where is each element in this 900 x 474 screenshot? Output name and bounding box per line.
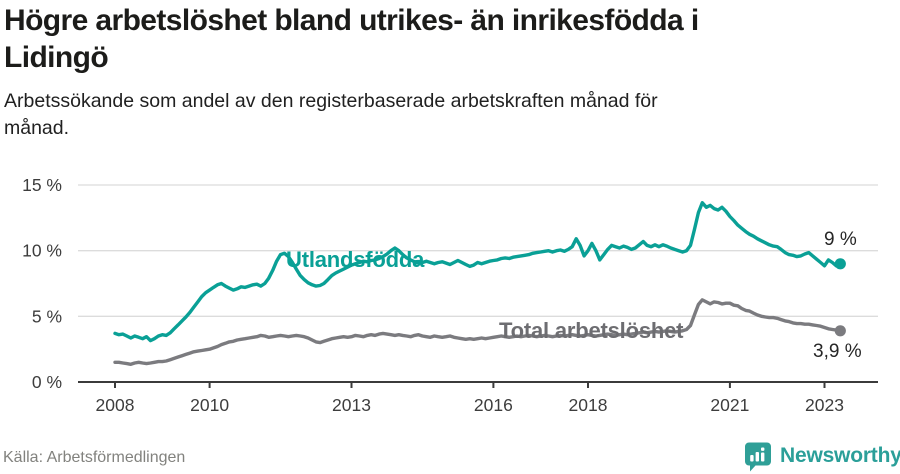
series-end-dot-0: [834, 258, 846, 270]
chart-subtitle: Arbetssökande som andel av den registerb…: [4, 88, 658, 142]
newsworthy-bubble-barchart-icon: [745, 442, 771, 472]
x-axis: 2008 2010 2013 2016 2018 2021 2023: [78, 381, 878, 415]
page-title: Högre arbetslöshet bland utrikes- än inr…: [4, 2, 699, 76]
x-tick-label: 2008: [96, 395, 135, 415]
end-value-label-utlandsfodda: 9 %: [824, 229, 857, 250]
series-line-1: [113, 298, 842, 366]
y-axis-labels: 0 % 5 % 10 % 15 %: [22, 175, 62, 392]
y-tick-label: 10 %: [22, 241, 62, 261]
chart-subtitle-line2: månad.: [4, 117, 70, 139]
newsworthy-logo[interactable]: Newsworthy: [744, 442, 900, 472]
end-value-label-total: 3,9 %: [813, 341, 862, 362]
page-title-line1: Högre arbetslöshet bland utrikes- än inr…: [4, 4, 699, 37]
page-title-line2: Lidingö: [4, 41, 109, 74]
y-tick-label: 5 %: [32, 306, 62, 326]
x-tick-label: 2016: [474, 395, 513, 415]
y-gridlines: [78, 184, 878, 317]
x-tick-label: 2013: [332, 395, 371, 415]
source-credit: Källa: Arbetsförmedlingen: [3, 449, 186, 466]
series-end-dot-1: [834, 325, 846, 337]
chart-subtitle-line1: Arbetssökande som andel av den registerb…: [4, 90, 658, 112]
y-tick-label: 0 %: [32, 372, 62, 392]
x-tick-label: 2010: [190, 395, 229, 415]
series-line-0: [113, 200, 842, 343]
x-tick-label: 2023: [805, 395, 844, 415]
series-label-total-arbetsloshet: Total arbetslöshet: [499, 318, 684, 343]
newsworthy-wordmark: Newsworthy: [780, 444, 900, 467]
x-tick-label: 2021: [710, 395, 749, 415]
series-label-utlandsfodda: Utlandsfödda: [286, 247, 425, 272]
y-tick-label: 15 %: [22, 175, 62, 195]
x-tick-label: 2018: [569, 395, 608, 415]
